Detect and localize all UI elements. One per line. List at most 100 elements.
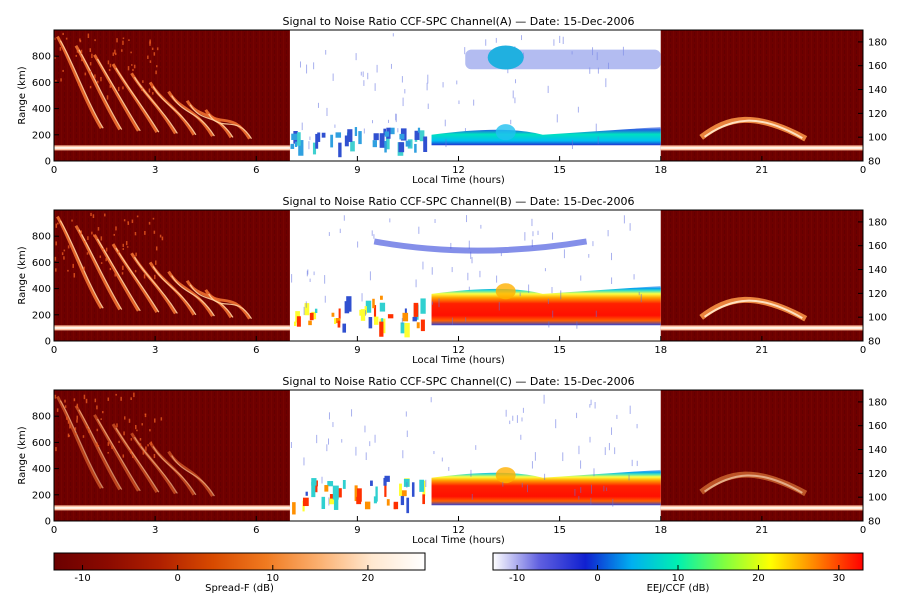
ground-echo-core (660, 326, 863, 329)
spread-f-speckle (88, 428, 90, 433)
eej-echo-speck (373, 316, 379, 325)
noise-speck (431, 301, 433, 305)
spread-f-speckle (100, 236, 103, 241)
noise-speck (590, 497, 592, 505)
eej-echo-speck (350, 141, 355, 152)
noise-speck (365, 310, 367, 316)
noise-speck (532, 231, 534, 237)
noise-speck (309, 278, 311, 282)
x-tick-label: 3 (152, 345, 158, 356)
noise-speck (374, 83, 376, 91)
eej-echo-speck (393, 501, 399, 510)
spread-f-region (660, 210, 863, 341)
eej-echo-speck (321, 132, 326, 138)
noise-speck (427, 74, 429, 84)
spread-f-speckle (102, 411, 104, 414)
spread-f-speckle (148, 88, 151, 93)
chart-panel-c: Signal to Noise Ratio CCF-SPC Channel(C)… (17, 375, 887, 546)
noise-speck (597, 67, 599, 74)
noise-speck (580, 275, 582, 281)
spread-f-speckle (79, 40, 82, 43)
noise-speck (629, 223, 631, 231)
spread-f-region (660, 390, 863, 521)
eej-echo-speck (372, 298, 375, 309)
spread-f-speckle (109, 267, 112, 271)
noise-speck (553, 39, 555, 46)
eej-echo-speck (384, 475, 390, 482)
noise-speck (470, 251, 472, 259)
noise-speck (576, 412, 578, 419)
spread-f-plume-right-core (703, 299, 803, 319)
noise-speck (442, 82, 444, 88)
noise-speck (623, 215, 625, 224)
eej-echo-speck (317, 132, 321, 142)
spread-f-plume-core (59, 400, 104, 489)
eej-echo-speck (342, 479, 346, 489)
spread-f-speckle (122, 248, 125, 250)
y2-tick-label: 160 (868, 241, 887, 252)
noise-speck (369, 271, 371, 281)
spread-f-speckle (92, 234, 95, 237)
spread-f-region (660, 30, 863, 161)
chart-panel-b: Signal to Noise Ratio CCF-SPC Channel(B)… (17, 195, 887, 366)
y2-tick-label: 140 (868, 445, 887, 456)
spread-f-plume-core (171, 455, 215, 497)
noise-speck (404, 89, 406, 94)
noise-speck (608, 442, 610, 451)
noise-speck (290, 442, 292, 448)
y2-tick-label: 100 (868, 133, 887, 144)
noise-speck (519, 292, 521, 297)
eej-echo-speck (344, 135, 349, 147)
noise-speck (470, 469, 472, 477)
spread-f-speckle (154, 274, 156, 280)
spread-f-speckle (89, 85, 92, 89)
spread-f-speckle (67, 245, 70, 249)
eej-echo-speck (420, 319, 425, 332)
x-tick-label: 12 (452, 525, 465, 536)
noise-speck (633, 274, 635, 280)
noise-speck (605, 78, 607, 88)
y2-tick-label: 140 (868, 265, 887, 276)
noise-speck (351, 409, 353, 417)
spread-f-speckle (90, 212, 92, 217)
eej-echo-speck (386, 499, 390, 506)
noise-speck (307, 269, 309, 275)
x-tick-label: 6 (253, 165, 259, 176)
panel-image (54, 30, 863, 161)
spread-f-plume-core (152, 266, 197, 316)
panel-image (54, 210, 863, 341)
eej-echo-speck (290, 143, 295, 149)
noise-speck (402, 450, 404, 459)
noise-speck (516, 415, 518, 423)
spread-f-plume-core (171, 275, 215, 317)
eej-echo-speck (419, 130, 425, 142)
spread-f-speckle (55, 79, 57, 82)
noise-speck (577, 106, 579, 113)
spread-f-speckle (141, 87, 143, 91)
eej-echo-speck (364, 501, 371, 510)
noise-speck (291, 274, 293, 283)
x-tick-label: 18 (654, 525, 667, 536)
noise-speck (332, 422, 334, 428)
y2-tick-label: 80 (868, 517, 881, 528)
y2-tick-label: 180 (868, 37, 887, 48)
y2-tick-label: 120 (868, 469, 887, 480)
noise-speck (544, 473, 546, 481)
noise-speck (611, 277, 613, 284)
x-tick-label: 12 (452, 345, 465, 356)
colorbar-tick-label: 0 (594, 573, 600, 584)
eej-echo-speck (313, 485, 318, 493)
colorbar-tick-label: 0 (174, 573, 180, 584)
eej-echo-speck (298, 140, 304, 156)
colorbar-tick-label: 20 (362, 573, 375, 584)
colorbar-label: Spread-F (dB) (205, 583, 274, 594)
noise-speck (364, 425, 366, 433)
spread-f-speckle (100, 262, 103, 264)
noise-speck (430, 397, 432, 403)
spread-f-speckle (153, 453, 156, 459)
y-tick-label: 0 (45, 517, 51, 528)
noise-speck (528, 284, 530, 293)
spread-f-plume-core (78, 409, 123, 490)
spread-f-speckle (80, 49, 83, 54)
